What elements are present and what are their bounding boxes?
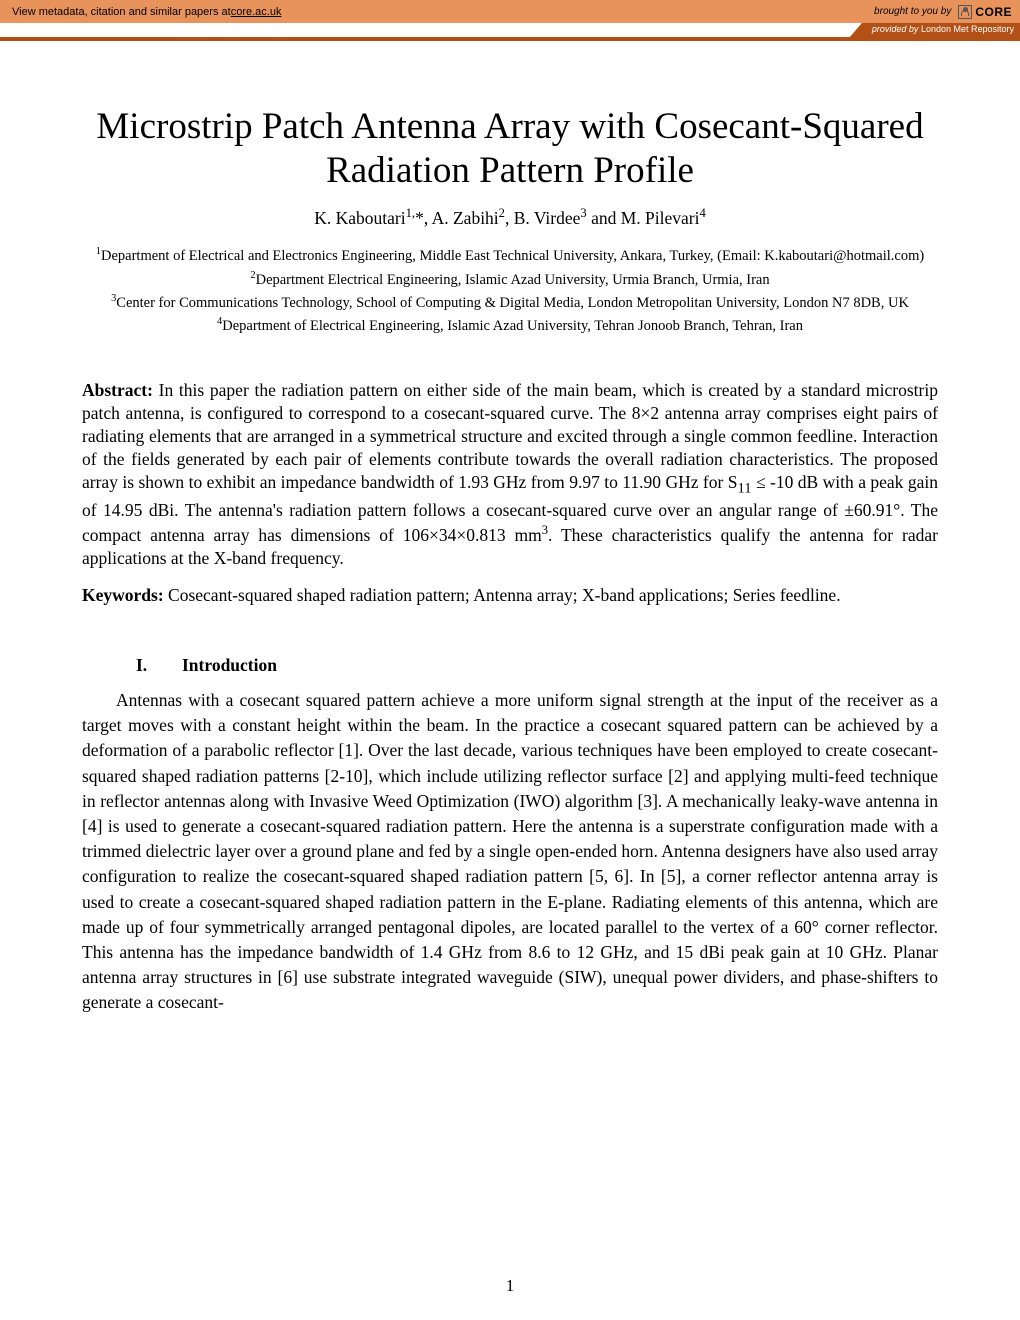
section-number: I.	[136, 655, 182, 676]
provided-by-repo: London Met Repository	[921, 24, 1014, 34]
brought-by-label: brought to you by	[874, 6, 951, 17]
keywords: Keywords: Cosecant-squared shaped radiat…	[82, 584, 938, 607]
provided-by-banner: provided by London Met Repository	[0, 23, 1020, 37]
abstract: Abstract: In this paper the radiation pa…	[82, 379, 938, 570]
core-logo-icon	[958, 5, 972, 19]
affiliation-1: 1Department of Electrical and Electronic…	[82, 245, 938, 266]
paper-title: Microstrip Patch Antenna Array with Cose…	[82, 105, 938, 192]
abstract-text: In this paper the radiation pattern on e…	[82, 380, 938, 568]
affiliation-2: 2Department Electrical Engineering, Isla…	[82, 269, 938, 290]
affiliation-3: 3Center for Communications Technology, S…	[82, 292, 938, 313]
metadata-text: View metadata, citation and similar pape…	[12, 6, 231, 18]
core-link[interactable]: core.ac.uk	[231, 6, 282, 18]
intro-paragraph: Antennas with a cosecant squared pattern…	[82, 688, 938, 1015]
keywords-label: Keywords:	[82, 585, 164, 605]
affiliations: 1Department of Electrical and Electronic…	[82, 245, 938, 337]
provided-by-prefix: provided by	[872, 24, 921, 34]
abstract-label: Abstract:	[82, 380, 153, 400]
section-title: Introduction	[182, 655, 277, 675]
author-line: K. Kaboutari1,*, A. Zabihi2, B. Virdee3 …	[82, 206, 938, 229]
keywords-text: Cosecant-squared shaped radiation patter…	[164, 585, 841, 605]
affiliation-4: 4Department of Electrical Engineering, I…	[82, 315, 938, 336]
core-top-banner: View metadata, citation and similar pape…	[0, 0, 1020, 23]
core-brand: brought to you by CORE	[874, 0, 1012, 23]
page-number: 1	[0, 1276, 1020, 1296]
core-name: CORE	[975, 5, 1012, 19]
section-heading-intro: I.Introduction	[82, 655, 938, 676]
provided-by-strip: provided by London Met Repository	[850, 23, 1020, 37]
paper-page: Microstrip Patch Antenna Array with Cose…	[0, 41, 1020, 1015]
